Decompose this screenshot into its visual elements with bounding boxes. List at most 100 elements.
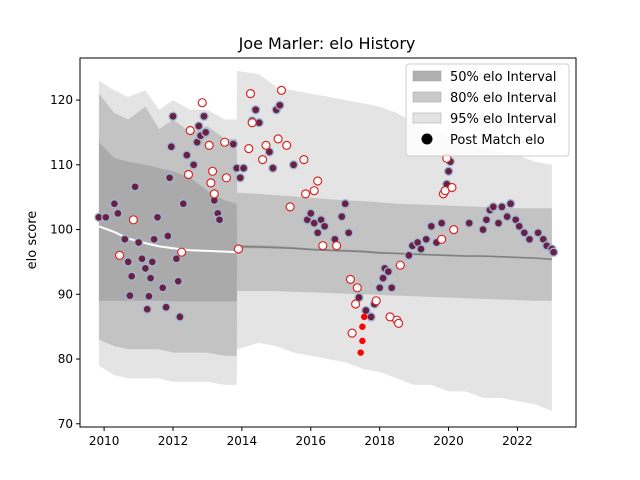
data-point — [318, 241, 328, 251]
data-point — [149, 234, 159, 244]
data-point — [275, 100, 285, 110]
data-point — [285, 202, 295, 212]
x-tick-label: 2010 — [89, 434, 120, 448]
y-tick-label: 100 — [50, 223, 73, 237]
data-point — [319, 221, 330, 231]
post-match-points — [94, 85, 559, 356]
data-point — [175, 312, 185, 322]
x-tick-label: 2014 — [227, 434, 258, 448]
y-tick-label: 70 — [58, 417, 73, 431]
legend-swatch — [412, 112, 442, 124]
y-tick-label: 110 — [50, 158, 73, 172]
mean-elo-line-early — [98, 225, 237, 254]
data-point — [352, 283, 362, 293]
data-point — [306, 208, 316, 219]
data-point — [221, 173, 231, 183]
data-point — [488, 202, 498, 212]
x-tick-label: 2012 — [158, 434, 189, 448]
data-point — [378, 273, 388, 283]
data-point — [228, 139, 238, 149]
data-point — [366, 312, 376, 322]
data-point — [502, 211, 512, 222]
data-point — [209, 189, 219, 199]
chart-title: Joe Marler: elo History — [238, 34, 416, 53]
data-point — [109, 199, 120, 209]
data-point — [347, 328, 357, 338]
data-point — [273, 134, 283, 144]
data-point — [244, 144, 254, 154]
data-point — [171, 254, 182, 264]
data-point — [144, 291, 154, 301]
data-point — [208, 166, 218, 176]
data-point — [493, 218, 504, 228]
data-point — [204, 140, 214, 150]
x-tick-label: 2016 — [296, 434, 327, 448]
legend-swatch — [412, 70, 442, 82]
x-tick-label: 2020 — [433, 434, 464, 448]
data-point — [233, 244, 243, 254]
data-point — [437, 218, 447, 228]
data-point — [145, 273, 156, 283]
data-point — [182, 150, 192, 160]
data-point — [247, 118, 257, 128]
data-point — [268, 163, 278, 173]
y-tick-label: 80 — [58, 352, 73, 366]
data-point — [214, 215, 225, 225]
legend-label: Post Match elo — [450, 133, 545, 148]
legend: 50% elo Interval 80% elo Interval 95% elo … — [405, 63, 570, 157]
data-point — [166, 142, 176, 152]
data-point — [123, 257, 133, 267]
data-point — [173, 276, 183, 286]
data-point — [158, 283, 168, 293]
data-point — [395, 260, 405, 270]
axes: 2010 2012 2014 2016 2018 2020 2022 70 80 90 100 110… — [50, 57, 577, 448]
data-point — [351, 299, 361, 309]
legend-label: 80% elo Interval — [450, 91, 557, 106]
data-point — [258, 155, 268, 165]
data-point — [357, 349, 364, 356]
data-point — [344, 228, 354, 238]
data-point — [276, 85, 287, 96]
data-point — [220, 137, 230, 147]
data-point — [371, 296, 381, 306]
data-point — [161, 302, 171, 312]
data-point — [142, 304, 152, 314]
data-point — [497, 202, 507, 212]
legend-box — [405, 63, 570, 157]
data-point — [447, 182, 457, 193]
data-point — [449, 225, 459, 235]
legend-label: 95% elo Interval — [450, 112, 557, 127]
data-point — [360, 313, 368, 321]
data-point — [147, 257, 157, 267]
data-point — [282, 140, 292, 150]
data-point — [183, 169, 194, 180]
data-point — [194, 121, 204, 131]
data-point — [101, 212, 111, 222]
data-point — [464, 218, 474, 228]
data-point — [383, 266, 393, 277]
data-point — [235, 173, 245, 183]
data-point — [152, 212, 163, 222]
data-point — [313, 176, 323, 186]
data-point — [245, 88, 256, 99]
x-tick-label: 2018 — [364, 434, 395, 448]
data-point — [359, 337, 366, 345]
data-point — [505, 199, 516, 209]
data-point — [164, 173, 175, 183]
data-point — [394, 318, 404, 328]
legend-label: 50% elo Interval — [450, 70, 557, 85]
data-point — [340, 199, 350, 209]
data-point — [128, 215, 138, 225]
data-point — [133, 237, 144, 248]
data-point — [199, 111, 209, 121]
data-point — [387, 283, 397, 293]
data-point — [416, 244, 426, 254]
data-point — [437, 234, 447, 244]
data-point — [548, 247, 559, 257]
data-point — [113, 208, 123, 219]
data-point — [125, 290, 135, 301]
data-point — [201, 127, 211, 138]
data-point — [197, 98, 207, 108]
data-point — [301, 189, 311, 199]
data-point — [533, 228, 543, 238]
